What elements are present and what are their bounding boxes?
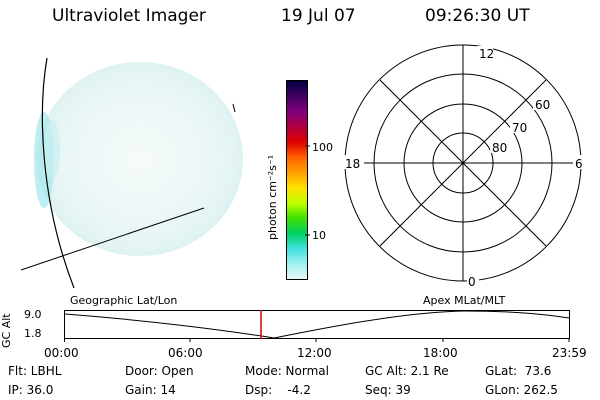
- status-seq: Seq: 39: [365, 383, 411, 397]
- imager-disk: [37, 62, 243, 256]
- altitude-ytick-high: 9.0: [24, 308, 42, 321]
- altitude-xtick-1: 06:00: [168, 346, 203, 360]
- colorbar-tick-10: 10: [312, 229, 326, 242]
- geographic-label: Geographic Lat/Lon: [70, 294, 178, 307]
- lat-label-70: 70: [512, 121, 527, 135]
- apex-label: Apex MLat/MLT: [423, 294, 506, 307]
- status-door: Door: Open: [125, 364, 194, 378]
- terminator-curve: [41, 57, 75, 289]
- polar-grid: 12 18 6 0 60 70 80: [342, 44, 585, 288]
- colorbar-unit-label: photon cm⁻²s⁻¹: [266, 154, 279, 240]
- map-gridline: [20, 207, 205, 271]
- time-label: 09:26:30 UT: [425, 6, 530, 26]
- altitude-curve: [64, 310, 570, 339]
- colorbar: [286, 80, 308, 280]
- lat-label-80: 80: [492, 141, 507, 155]
- status-glon: GLon: 262.5: [485, 383, 558, 397]
- instrument-title: Ultraviolet Imager: [52, 6, 206, 26]
- altitude-xtick-0: 00:00: [44, 346, 79, 360]
- mlt-label-6: 6: [575, 157, 583, 171]
- colorbar-tick-100: 100: [312, 141, 333, 154]
- status-gain: Gain: 14: [125, 383, 176, 397]
- status-glat: GLat: 73.6: [485, 364, 552, 378]
- altitude-xtick-3: 18:00: [423, 346, 458, 360]
- mlt-label-0: 0: [468, 275, 476, 288]
- status-ip: IP: 36.0: [8, 383, 54, 397]
- mlt-label-12: 12: [479, 47, 494, 61]
- altitude-ytick-low: 1.8: [24, 327, 42, 340]
- status-dsp: Dsp: -4.2: [245, 383, 311, 397]
- status-flt: Flt: LBHL: [8, 364, 62, 378]
- date-label: 19 Jul 07: [281, 6, 356, 26]
- altitude-plot: [64, 310, 570, 342]
- altitude-xtick-4: 23:59: [552, 346, 587, 360]
- altitude-xtick-2: 12:00: [297, 346, 332, 360]
- status-mode: Mode: Normal: [245, 364, 329, 378]
- mlt-label-18: 18: [345, 157, 360, 171]
- status-gc-alt: GC Alt: 2.1 Re: [365, 364, 449, 378]
- altitude-ylabel: GC Alt: [0, 313, 13, 348]
- lat-label-60: 60: [535, 98, 550, 112]
